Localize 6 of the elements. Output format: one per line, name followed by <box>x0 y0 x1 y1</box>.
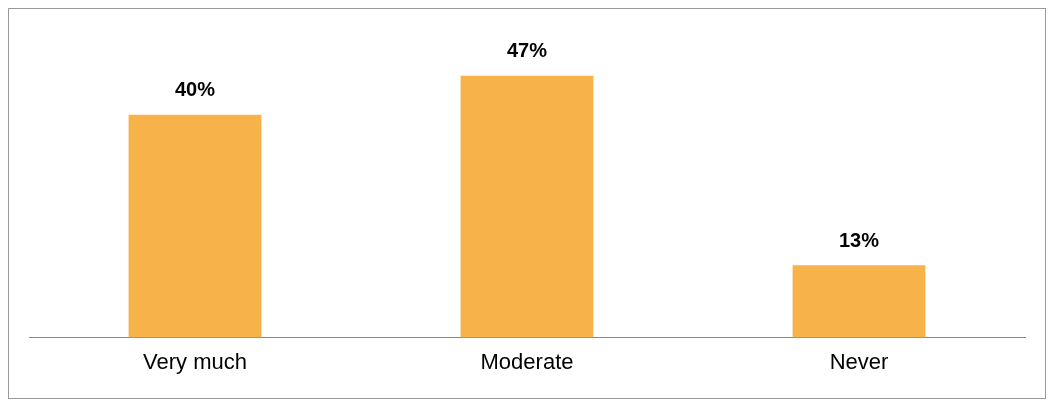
x-tick-label: Very much <box>143 348 247 374</box>
data-label: 47% <box>506 39 548 62</box>
x-tick-label: Moderate <box>480 348 574 374</box>
data-label: 40% <box>174 78 216 101</box>
x-tick-label: Never <box>829 348 889 374</box>
data-label: 13% <box>838 228 880 251</box>
